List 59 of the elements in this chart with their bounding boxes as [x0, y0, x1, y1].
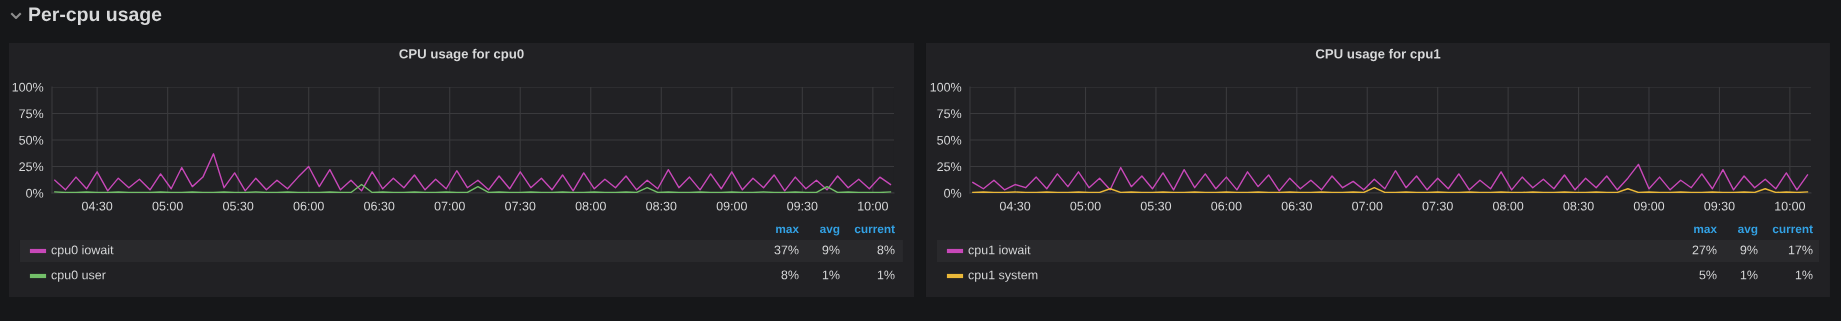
y-tick-label: 25% — [937, 162, 962, 172]
x-tick-label: 07:00 — [434, 201, 465, 211]
x-tick-label: 05:30 — [1140, 201, 1172, 211]
y-tick-label: 100% — [930, 82, 962, 92]
x-tick-label: 06:30 — [364, 201, 395, 211]
text: 17% — [1788, 245, 1813, 255]
x-tick-label: 06:00 — [1211, 201, 1242, 211]
text: 37% — [774, 245, 799, 255]
x-tick-label: 09:30 — [787, 201, 818, 211]
legend-label: cpu1 system — [968, 270, 1038, 282]
text: 1% — [877, 270, 895, 280]
x-tick-label: 05:30 — [223, 201, 254, 211]
text: avg — [1738, 226, 1758, 236]
y-tick-label: 75% — [937, 109, 962, 119]
text: 8% — [877, 245, 895, 255]
y-tick-label: 0% — [26, 188, 44, 198]
y-tick-label: 50% — [19, 135, 44, 145]
chart-title: CPU usage for cpu1 — [1315, 48, 1441, 62]
text: 1% — [1740, 270, 1758, 280]
text: max — [1694, 226, 1717, 234]
x-tick-label: 07:30 — [1422, 201, 1453, 211]
text: 8% — [781, 270, 799, 280]
x-tick-label: 08:30 — [1563, 201, 1594, 211]
x-tick-label: 08:00 — [1492, 201, 1524, 211]
x-tick-label: 10:00 — [858, 201, 888, 211]
x-tick-label: 09:30 — [1704, 201, 1735, 211]
x-tick-label: 07:00 — [1352, 201, 1383, 211]
text: max — [776, 226, 799, 234]
text: 9% — [1740, 245, 1758, 255]
text: 5% — [1699, 270, 1717, 280]
x-tick-label: 08:00 — [575, 201, 606, 211]
x-tick-label: 09:00 — [716, 201, 747, 211]
text: 9% — [822, 245, 840, 255]
x-tick-label: 08:30 — [646, 201, 677, 211]
text: avg — [820, 226, 840, 236]
x-tick-label: 04:30 — [999, 201, 1031, 211]
y-tick-label: 25% — [19, 162, 44, 172]
text: 1% — [1795, 270, 1813, 280]
x-tick-label: 06:00 — [293, 201, 324, 211]
text: 1% — [822, 270, 840, 280]
legend-label: cpu0 iowait — [51, 245, 114, 257]
text: current — [854, 225, 895, 234]
x-tick-label: 06:30 — [1281, 201, 1312, 211]
x-tick-label: 09:00 — [1633, 201, 1665, 211]
x-tick-label: 05:00 — [152, 201, 183, 211]
text: Per-cpu usage — [29, 7, 162, 26]
y-tick-label: 100% — [12, 82, 44, 92]
legend-label: cpu1 iowait — [968, 245, 1031, 257]
text: current — [1772, 225, 1813, 234]
chart-title: CPU usage for cpu0 — [399, 48, 524, 62]
y-tick-label: 75% — [19, 109, 44, 119]
y-tick-label: 50% — [937, 135, 962, 145]
x-tick-label: 10:00 — [1775, 201, 1806, 211]
x-tick-label: 05:00 — [1070, 201, 1101, 211]
text: 27% — [1692, 245, 1717, 255]
x-tick-label: 04:30 — [81, 201, 113, 211]
y-tick-label: 0% — [944, 188, 962, 198]
x-tick-label: 07:30 — [505, 201, 536, 211]
legend-label: cpu0 user — [51, 270, 106, 282]
